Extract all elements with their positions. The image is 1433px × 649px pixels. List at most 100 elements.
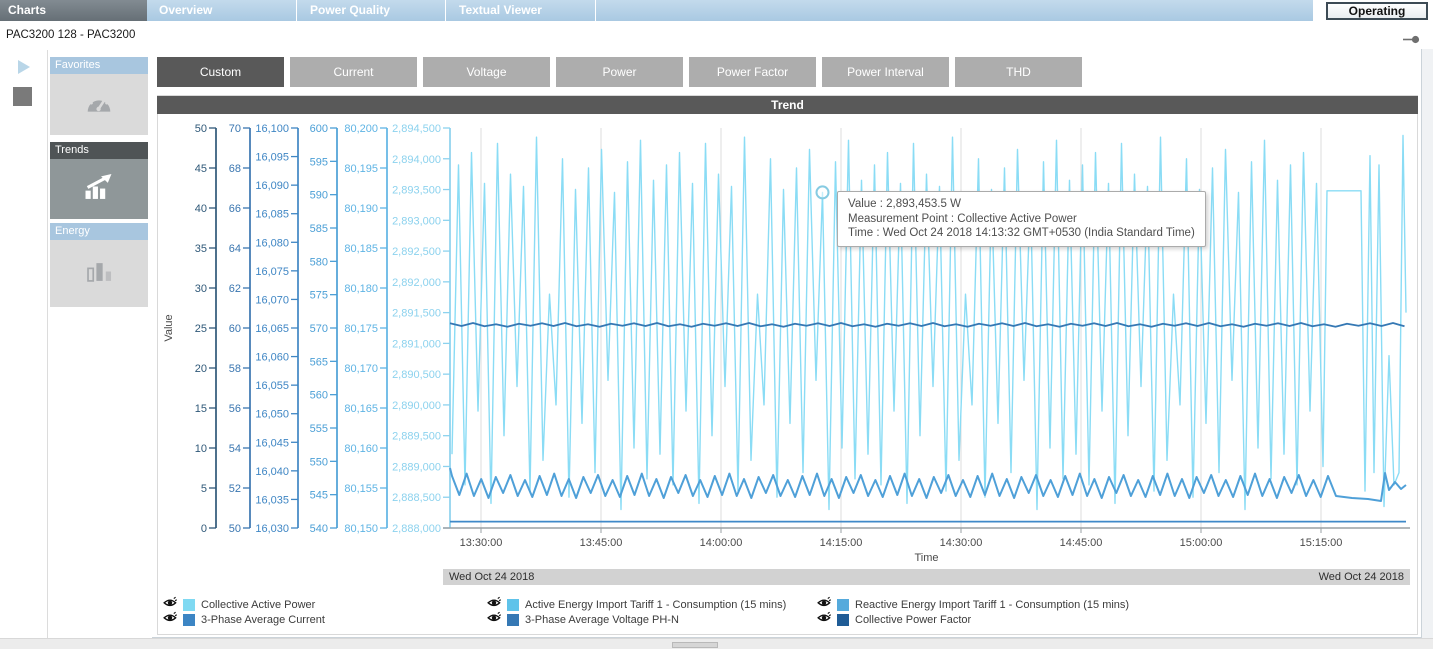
svg-text:80,175: 80,175 (344, 323, 378, 335)
visibility-eye-icon[interactable] (817, 611, 831, 629)
sidebar-section-favorites[interactable]: Favorites (50, 57, 148, 135)
legend-item: Collective Power Factor (817, 613, 971, 627)
svg-text:16,040: 16,040 (255, 466, 289, 478)
legend-swatch (837, 614, 849, 626)
svg-text:60: 60 (229, 323, 241, 335)
tab-textual-viewer[interactable]: Textual Viewer (447, 0, 596, 21)
svg-text:50: 50 (195, 123, 207, 135)
right-scroll-strip[interactable] (1422, 49, 1433, 638)
sidebar-trends-body[interactable] (50, 159, 148, 219)
svg-text:16,045: 16,045 (255, 437, 289, 449)
chart-tab-power-interval[interactable]: Power Interval (822, 57, 949, 87)
y-axes: 5045403530252015105070686664626058565452… (195, 123, 450, 535)
y-axis-4: 80,20080,19580,19080,18580,18080,17580,1… (344, 123, 387, 535)
svg-text:585: 585 (310, 223, 328, 235)
svg-text:80,170: 80,170 (344, 363, 378, 375)
horizontal-scrollbar-thumb[interactable] (672, 642, 718, 648)
svg-text:80,200: 80,200 (344, 123, 378, 135)
tab-overview[interactable]: Overview (147, 0, 297, 21)
legend-item: Collective Active Power (163, 598, 315, 612)
svg-text:35: 35 (195, 243, 207, 255)
svg-text:16,030: 16,030 (255, 523, 289, 535)
legend-label: Collective Power Factor (855, 614, 971, 626)
sidebar-trends-header[interactable]: Trends (50, 142, 148, 159)
svg-text:16,070: 16,070 (255, 294, 289, 306)
svg-text:2,892,000: 2,892,000 (392, 277, 441, 289)
svg-text:70: 70 (229, 123, 241, 135)
legend-swatch (183, 614, 195, 626)
svg-text:595: 595 (310, 156, 328, 168)
collapse-square-icon[interactable] (13, 87, 32, 106)
tooltip-value-line: Value : 2,893,453.5 W (848, 197, 1195, 212)
legend-label: 3-Phase Average Current (201, 614, 325, 626)
svg-text:14:00:00: 14:00:00 (700, 537, 743, 549)
svg-text:2,892,500: 2,892,500 (392, 246, 441, 258)
legend-label: 3-Phase Average Voltage PH-N (525, 614, 679, 626)
svg-text:80,185: 80,185 (344, 243, 378, 255)
pin-icon[interactable] (1403, 31, 1420, 49)
chart-tab-voltage[interactable]: Voltage (423, 57, 550, 87)
sidebar-favorites-body[interactable] (50, 74, 148, 135)
svg-text:555: 555 (310, 423, 328, 435)
chart-tab-thd[interactable]: THD (955, 57, 1082, 87)
svg-text:545: 545 (310, 490, 328, 502)
visibility-eye-icon[interactable] (487, 611, 501, 629)
svg-text:14:30:00: 14:30:00 (940, 537, 983, 549)
trend-chart-plot[interactable]: 5045403530252015105070686664626058565452… (160, 114, 1414, 574)
y-axis-label: Value (163, 314, 175, 341)
operating-status-button[interactable]: Operating (1326, 2, 1428, 20)
chart-tab-power-factor[interactable]: Power Factor (689, 57, 816, 87)
tab-power-quality[interactable]: Power Quality (298, 0, 446, 21)
svg-text:16,035: 16,035 (255, 494, 289, 506)
svg-text:16,050: 16,050 (255, 409, 289, 421)
tab-charts[interactable]: Charts (0, 0, 147, 21)
svg-text:25: 25 (195, 323, 207, 335)
svg-text:600: 600 (310, 123, 328, 135)
top-tab-bar: Charts Overview Power Quality Textual Vi… (0, 0, 1433, 21)
svg-text:0: 0 (201, 523, 207, 535)
svg-text:30: 30 (195, 283, 207, 295)
sidebar-expander-icon[interactable] (18, 60, 30, 74)
sidebar-energy-body[interactable] (50, 240, 148, 307)
tooltip-measurement-line: Measurement Point : Collective Active Po… (848, 212, 1195, 227)
visibility-eye-icon[interactable] (163, 611, 177, 629)
svg-text:2,893,500: 2,893,500 (392, 185, 441, 197)
breadcrumb-row: PAC3200 128 - PAC3200 (0, 21, 1433, 49)
breadcrumb: PAC3200 128 - PAC3200 (6, 29, 135, 41)
chart-tab-current[interactable]: Current (290, 57, 417, 87)
date-range-bar[interactable]: Wed Oct 24 2018 Wed Oct 24 2018 (443, 569, 1410, 585)
svg-text:2,894,000: 2,894,000 (392, 154, 441, 166)
chart-tab-custom[interactable]: Custom (157, 57, 284, 87)
sidebar-section-trends[interactable]: Trends (50, 142, 148, 219)
svg-text:80,155: 80,155 (344, 483, 378, 495)
svg-text:13:30:00: 13:30:00 (460, 537, 503, 549)
svg-text:16,090: 16,090 (255, 180, 289, 192)
svg-text:52: 52 (229, 483, 241, 495)
svg-text:20: 20 (195, 363, 207, 375)
svg-text:16,080: 16,080 (255, 237, 289, 249)
trend-chart-icon (82, 173, 116, 206)
svg-text:80,195: 80,195 (344, 163, 378, 175)
svg-text:14:15:00: 14:15:00 (820, 537, 863, 549)
svg-text:45: 45 (195, 163, 207, 175)
chart-tab-power[interactable]: Power (556, 57, 683, 87)
svg-text:10: 10 (195, 443, 207, 455)
chart-title-bar: Trend (157, 96, 1418, 114)
sidebar-section-energy[interactable]: Energy (50, 223, 148, 307)
x-axis-label: Time (914, 552, 938, 564)
svg-text:15: 15 (195, 403, 207, 415)
sidebar-favorites-header[interactable]: Favorites (50, 57, 148, 74)
y-axis-0: 50454035302520151050 (195, 123, 216, 535)
gauge-icon (85, 91, 113, 119)
svg-text:64: 64 (229, 243, 241, 255)
legend-item: Reactive Energy Import Tariff 1 - Consum… (817, 598, 1129, 612)
legend-swatch (507, 614, 519, 626)
sidebar-energy-header[interactable]: Energy (50, 223, 148, 240)
svg-text:2,893,000: 2,893,000 (392, 215, 441, 227)
y-axis-3: 600595590585580575570565560555550545540 (310, 123, 337, 535)
svg-text:14:45:00: 14:45:00 (1060, 537, 1103, 549)
svg-text:13:45:00: 13:45:00 (580, 537, 623, 549)
y-axis-2: 16,10016,09516,09016,08516,08016,07516,0… (255, 123, 298, 535)
svg-text:58: 58 (229, 363, 241, 375)
svg-text:80,190: 80,190 (344, 203, 378, 215)
